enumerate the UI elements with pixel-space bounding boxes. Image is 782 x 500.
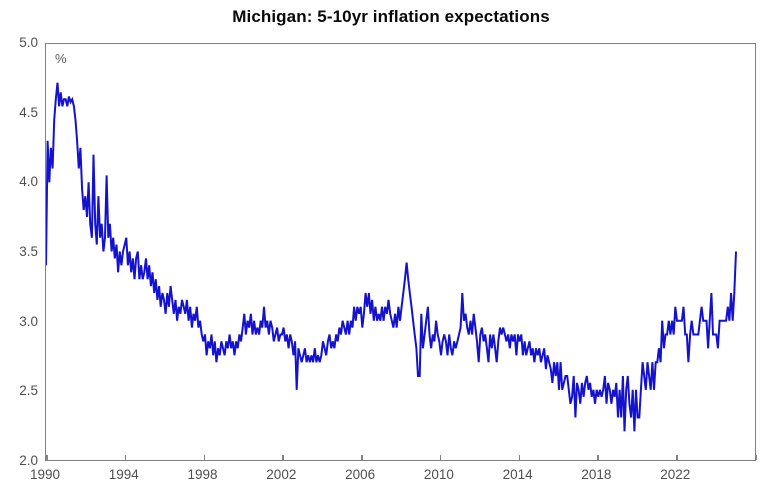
x-axis-label-2006: 2006 (345, 467, 376, 482)
y-axis-label-4.0: 4.0 (19, 174, 38, 190)
x-axis-label-2018: 2018 (581, 467, 612, 482)
x-axis-label-2010: 2010 (423, 467, 454, 482)
x-axis-tick-1990 (46, 455, 48, 460)
x-axis-tick-2010 (439, 455, 442, 460)
y-axis-label-2.5: 2.5 (19, 383, 38, 399)
y-axis-label-4.5: 4.5 (19, 104, 38, 120)
plot-area: % (45, 43, 757, 461)
y-axis-label-5.0: 5.0 (19, 35, 38, 50)
inflation-expectations-line (46, 82, 737, 432)
x-axis-tick-2026 (755, 455, 757, 460)
x-axis-label-2002: 2002 (266, 467, 297, 482)
y-axis-unit-label: % (55, 51, 67, 66)
y-axis-label-2.0: 2.0 (19, 453, 38, 468)
x-axis-label-1998: 1998 (187, 467, 218, 482)
x-axis-tick-1994 (124, 455, 127, 460)
x-axis-label-2022: 2022 (660, 467, 691, 482)
y-axis-label-3.0: 3.0 (19, 313, 38, 329)
x-axis-tick-2006 (361, 455, 363, 460)
line-chart-canvas (46, 82, 737, 432)
x-axis-tick-1998 (203, 455, 206, 460)
x-axis-label-2014: 2014 (502, 467, 533, 482)
x-axis-tick-2022 (676, 455, 678, 460)
x-axis-label-1994: 1994 (108, 467, 139, 482)
y-axis-label-3.5: 3.5 (19, 244, 38, 259)
chart-title: Michigan: 5-10yr inflation expectations (232, 7, 550, 26)
x-axis-label-1990: 1990 (29, 467, 61, 482)
x-axis-tick-2014 (518, 455, 521, 460)
x-axis-tick-2002 (282, 455, 284, 460)
x-axis-tick-2018 (597, 455, 599, 460)
